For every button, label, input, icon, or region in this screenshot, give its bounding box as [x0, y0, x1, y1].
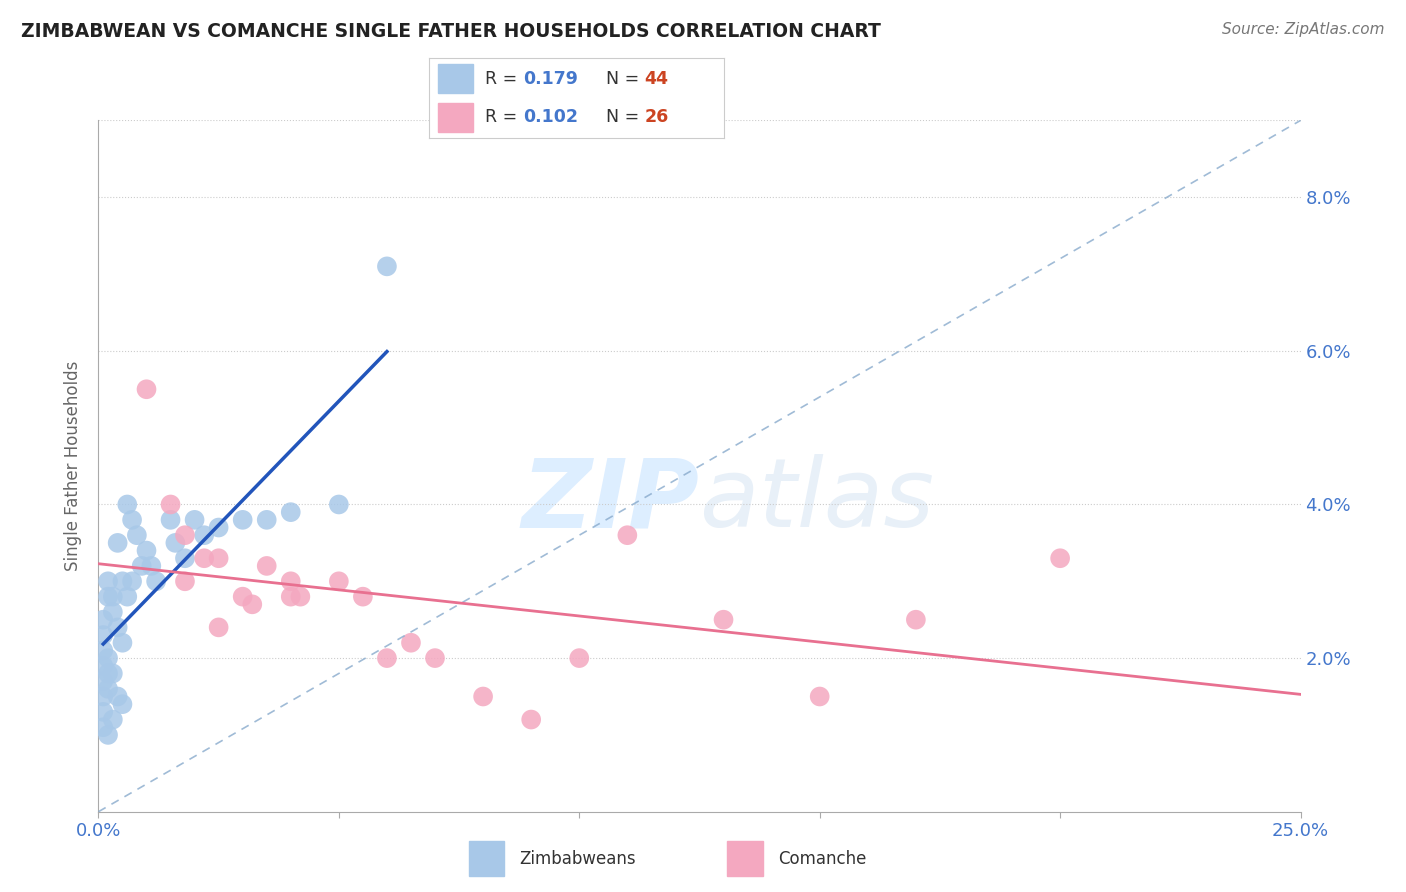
Point [208, 620, 231, 634]
Point [904, 613, 927, 627]
Point [375, 651, 398, 665]
Point [423, 651, 446, 665]
Point [117, 498, 139, 512]
Bar [437, 103, 472, 132]
Point [240, 598, 263, 612]
Point [135, 382, 157, 396]
Point [91, 705, 114, 719]
Point [141, 558, 163, 573]
Point [328, 574, 350, 589]
Text: 0.102: 0.102 [523, 109, 578, 127]
Text: 44: 44 [644, 70, 668, 87]
Point [117, 590, 139, 604]
Point [121, 574, 143, 589]
Point [107, 690, 129, 704]
Point [91, 628, 114, 642]
Point [91, 643, 114, 657]
Point [616, 528, 638, 542]
Point [97, 666, 120, 681]
Point [174, 528, 197, 542]
Point [208, 551, 231, 566]
Text: 0.179: 0.179 [523, 70, 578, 87]
Point [121, 513, 143, 527]
Point [183, 513, 205, 527]
Point [125, 528, 148, 542]
Y-axis label: Single Father Households: Single Father Households [65, 361, 83, 571]
Point [568, 651, 591, 665]
Point [111, 574, 134, 589]
Point [111, 636, 134, 650]
Point [280, 505, 302, 519]
Text: atlas: atlas [700, 454, 935, 547]
Point [328, 498, 350, 512]
Point [256, 513, 278, 527]
Point [97, 651, 120, 665]
Point [280, 590, 302, 604]
Point [375, 260, 398, 274]
Text: Source: ZipAtlas.com: Source: ZipAtlas.com [1222, 22, 1385, 37]
Text: N =: N = [606, 70, 645, 87]
Point [107, 620, 129, 634]
Text: ZIP: ZIP [522, 454, 700, 547]
Point [97, 681, 120, 696]
Point [290, 590, 312, 604]
Point [520, 713, 543, 727]
Point [97, 574, 120, 589]
Point [256, 558, 278, 573]
Bar [470, 841, 505, 876]
Text: N =: N = [606, 109, 645, 127]
Text: 26: 26 [644, 109, 669, 127]
Bar [437, 64, 472, 94]
Point [472, 690, 495, 704]
Point [208, 520, 231, 534]
Point [159, 513, 181, 527]
Point [232, 590, 254, 604]
Point [713, 613, 735, 627]
Point [91, 613, 114, 627]
Point [97, 590, 120, 604]
Point [165, 536, 187, 550]
Point [159, 498, 181, 512]
Point [808, 690, 831, 704]
Point [101, 605, 124, 619]
Point [232, 513, 254, 527]
Point [193, 551, 215, 566]
Point [91, 674, 114, 689]
Text: Comanche: Comanche [778, 849, 866, 868]
Point [135, 543, 157, 558]
Point [1049, 551, 1071, 566]
Text: ZIMBABWEAN VS COMANCHE SINGLE FATHER HOUSEHOLDS CORRELATION CHART: ZIMBABWEAN VS COMANCHE SINGLE FATHER HOU… [21, 22, 882, 41]
Point [193, 528, 215, 542]
Point [97, 728, 120, 742]
Text: R =: R = [485, 70, 523, 87]
Point [91, 690, 114, 704]
Point [174, 551, 197, 566]
Point [399, 636, 422, 650]
Point [145, 574, 167, 589]
Point [107, 536, 129, 550]
Bar [727, 841, 762, 876]
Text: R =: R = [485, 109, 523, 127]
Point [101, 590, 124, 604]
Point [101, 713, 124, 727]
Point [131, 558, 153, 573]
Point [101, 666, 124, 681]
Point [280, 574, 302, 589]
Point [174, 574, 197, 589]
Point [91, 658, 114, 673]
Point [91, 720, 114, 734]
Point [111, 697, 134, 711]
Point [352, 590, 374, 604]
Text: Zimbabweans: Zimbabweans [520, 849, 637, 868]
